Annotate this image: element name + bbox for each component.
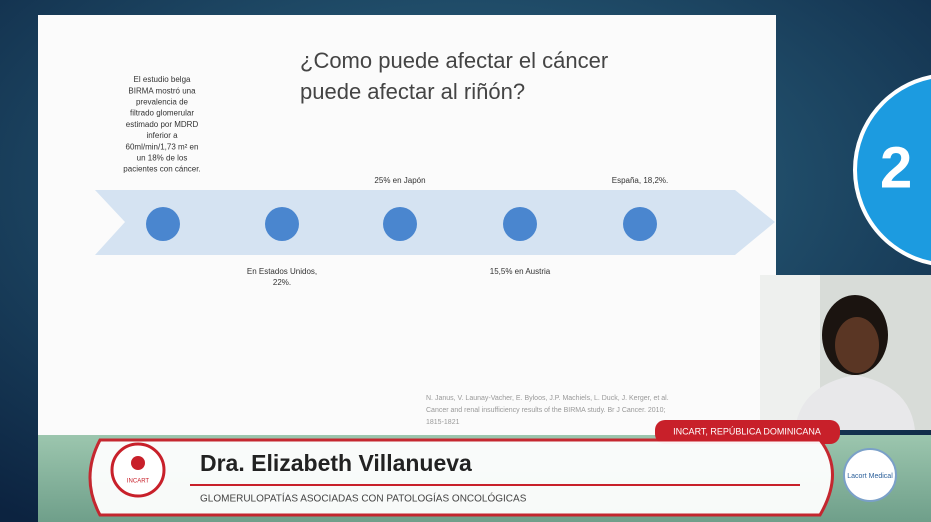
left-note-line: inferior a	[146, 131, 178, 140]
left-note-line: un 18% de los	[137, 154, 188, 163]
dot	[146, 207, 180, 241]
speaker-name: Dra. Elizabeth Villanueva	[200, 450, 472, 476]
speaker-face	[835, 317, 879, 373]
talk-title: GLOMERULOPATÍAS ASOCIADAS CON PATOLOGÍAS…	[200, 492, 527, 505]
slide-title: ¿Como puede afectar el cáncer	[300, 48, 608, 73]
dot	[623, 207, 657, 241]
session-number: 2	[880, 135, 912, 200]
timeline-label: 15,5% en Austria	[490, 267, 551, 276]
left-note-line: BIRMA mostró una	[128, 86, 196, 95]
lacort-logo-text: Lacort Medical	[847, 473, 893, 480]
left-note-line: El estudio belga	[134, 75, 191, 84]
timeline-label: En Estados Unidos,	[247, 267, 317, 276]
location: INCART, REPÚBLICA DOMINICANA	[673, 426, 821, 436]
left-note-line: pacientes con cáncer.	[123, 165, 200, 174]
citation: N. Janus, V. Launay-Vacher, E. Byloos, J…	[426, 395, 669, 402]
dot	[265, 207, 299, 241]
dot	[383, 207, 417, 241]
left-note-line: 60ml/min/1,73 m² en	[126, 142, 199, 151]
dot	[503, 207, 537, 241]
incart-logo-text: INCART	[127, 479, 150, 485]
citation: Cancer and renal insufficiency results o…	[426, 407, 665, 414]
slide-title: puede afectar al riñón?	[300, 79, 525, 104]
left-note-line: prevalencia de	[136, 98, 189, 107]
webcam	[760, 275, 931, 430]
timeline-label: 22%.	[273, 278, 291, 287]
left-note-line: estimado por MDRD	[126, 120, 199, 129]
timeline-label: 25% en Japón	[374, 176, 425, 185]
incart-logo-mark	[131, 456, 145, 470]
left-note-line: filtrado glomerular	[130, 109, 194, 118]
timeline-arrow	[95, 190, 775, 255]
citation: 1815-1821	[426, 419, 460, 426]
screen: ¿Como puede afectar el cáncer puede afec…	[0, 0, 931, 522]
timeline-label: España, 18,2%.	[612, 176, 668, 185]
